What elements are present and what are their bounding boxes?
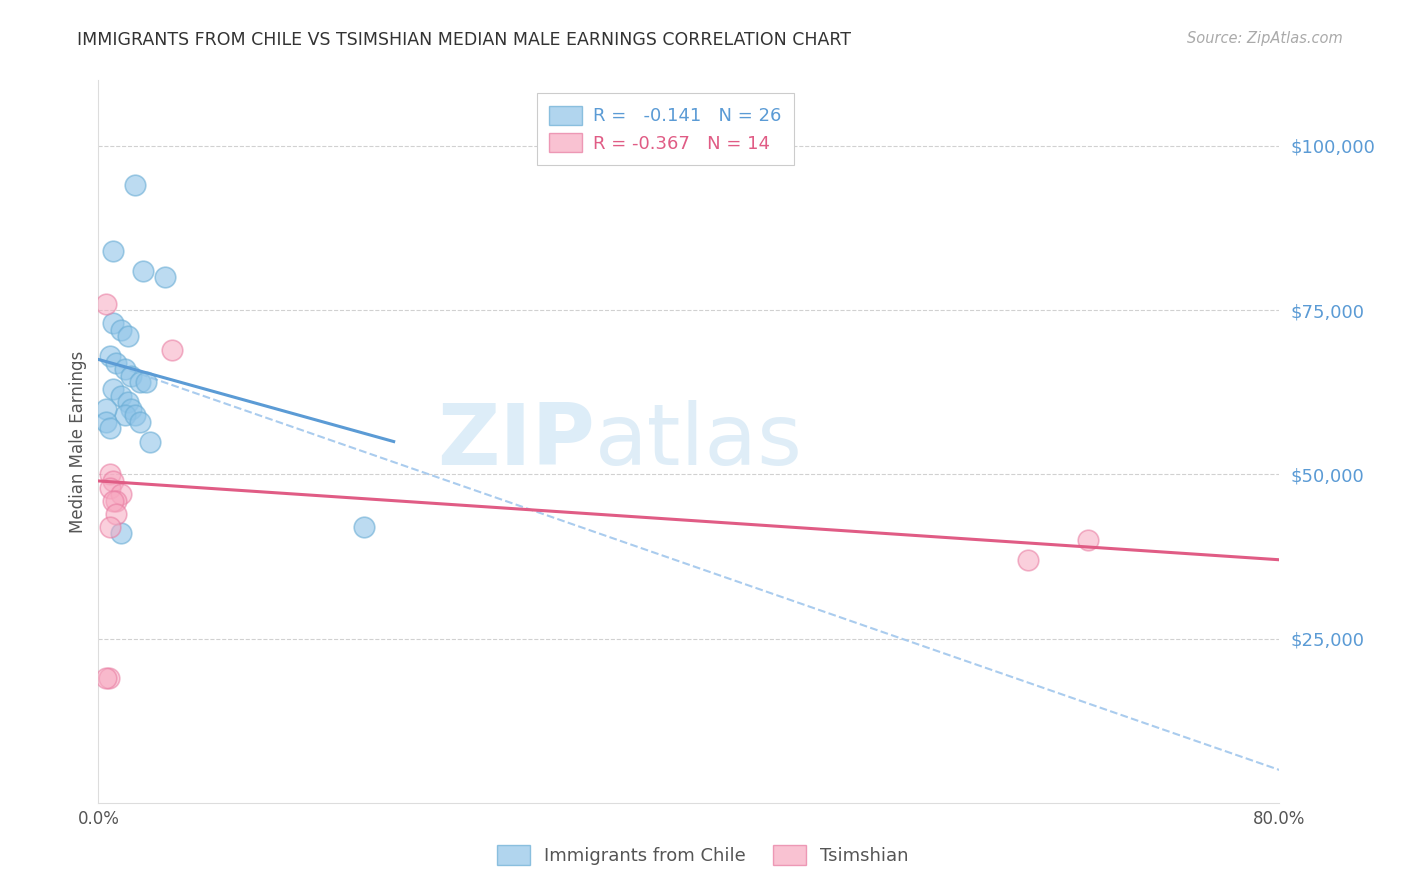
Point: [353, 520, 375, 534]
Point: [1077, 533, 1099, 547]
Point: [105, 493, 128, 508]
Point: [94, 671, 117, 685]
Point: [135, 376, 157, 390]
Point: [98, 481, 121, 495]
Point: [132, 264, 155, 278]
Point: [98, 520, 121, 534]
Point: [139, 434, 162, 449]
Point: [124, 178, 146, 193]
Text: Source: ZipAtlas.com: Source: ZipAtlas.com: [1187, 31, 1343, 46]
Text: IMMIGRANTS FROM CHILE VS TSIMSHIAN MEDIAN MALE EARNINGS CORRELATION CHART: IMMIGRANTS FROM CHILE VS TSIMSHIAN MEDIA…: [77, 31, 851, 49]
Point: [128, 415, 150, 429]
Point: [110, 487, 132, 501]
Point: [103, 474, 125, 488]
Point: [98, 467, 121, 482]
Point: [94, 296, 117, 310]
Point: [110, 323, 132, 337]
Legend: Immigrants from Chile, Tsimshian: Immigrants from Chile, Tsimshian: [491, 838, 915, 872]
Point: [94, 401, 117, 416]
Point: [128, 376, 150, 390]
Point: [117, 329, 139, 343]
Point: [114, 409, 136, 423]
Point: [110, 526, 132, 541]
Point: [153, 270, 176, 285]
Point: [117, 395, 139, 409]
Point: [97, 671, 120, 685]
Point: [94, 415, 117, 429]
Y-axis label: Median Male Earnings: Median Male Earnings: [69, 351, 87, 533]
Point: [124, 409, 146, 423]
Point: [105, 507, 128, 521]
Point: [103, 382, 125, 396]
Point: [103, 244, 125, 258]
Point: [105, 356, 128, 370]
Point: [120, 401, 142, 416]
Point: [98, 349, 121, 363]
Point: [114, 362, 136, 376]
Point: [110, 388, 132, 402]
Point: [1018, 553, 1040, 567]
Point: [162, 343, 183, 357]
Legend: R =   -0.141   N = 26, R = -0.367   N = 14: R = -0.141 N = 26, R = -0.367 N = 14: [537, 93, 794, 165]
Point: [98, 421, 121, 435]
Point: [103, 493, 125, 508]
Text: ZIP: ZIP: [437, 400, 595, 483]
Point: [103, 316, 125, 330]
Point: [120, 368, 142, 383]
Text: atlas: atlas: [595, 400, 803, 483]
